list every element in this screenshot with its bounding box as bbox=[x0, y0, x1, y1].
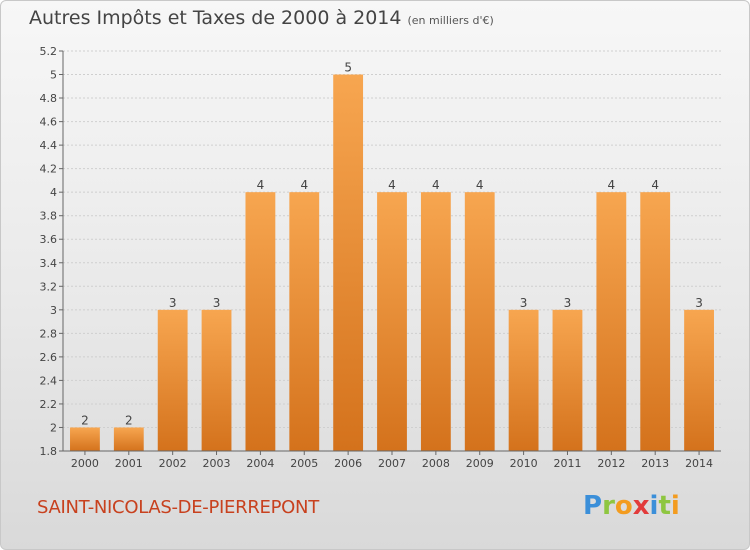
bar-2007 bbox=[377, 192, 407, 452]
proxiti-logo[interactable]: Proxiti bbox=[583, 491, 680, 521]
y-tick-label: 3.8 bbox=[40, 210, 58, 223]
x-tick-label-2008: 2008 bbox=[422, 457, 450, 470]
x-tick-label-2006: 2006 bbox=[334, 457, 362, 470]
data-label-2005: 4 bbox=[300, 178, 308, 192]
data-label-2000: 2 bbox=[81, 413, 89, 427]
y-tick-label: 3 bbox=[50, 304, 57, 317]
data-label-2011: 3 bbox=[564, 296, 572, 310]
y-tick-label: 1.8 bbox=[40, 445, 58, 458]
chart-title-text: Autres Impôts et Taxes de 2000 à 2014 bbox=[29, 7, 402, 29]
y-tick-label: 4.6 bbox=[40, 116, 58, 129]
bar-2003 bbox=[201, 309, 232, 451]
axes: 1.8 2 2.2 2.4 2.6 2.8 3 3.2 3.4 3.6 3.8 4 4.2 4.4 4.6 4… bbox=[40, 45, 721, 470]
y-tick-label: 4.2 bbox=[40, 163, 58, 176]
y-tick-label: 4.4 bbox=[40, 139, 58, 152]
x-tick-label-2002: 2002 bbox=[159, 457, 187, 470]
y-tick-label: 5.2 bbox=[40, 45, 58, 58]
data-label-2004: 4 bbox=[257, 178, 265, 192]
y-tick-label: 3.6 bbox=[40, 233, 58, 246]
data-label-2010: 3 bbox=[520, 296, 528, 310]
x-tick-label-2014: 2014 bbox=[685, 457, 713, 470]
bar-2012 bbox=[596, 192, 627, 452]
bar-2000 bbox=[70, 427, 100, 451]
y-tick-label: 5 bbox=[50, 69, 57, 82]
data-label-2012: 4 bbox=[608, 178, 616, 192]
data-label-2003: 3 bbox=[213, 296, 221, 310]
x-tick-label-2004: 2004 bbox=[246, 457, 274, 470]
chart-title: Autres Impôts et Taxes de 2000 à 2014 (en… bbox=[29, 7, 494, 29]
bar-2011 bbox=[552, 309, 583, 451]
bars: 2 2 3 3 4 4 5 4 4 4 3 3 4 4 3 bbox=[70, 61, 714, 452]
bar-2013 bbox=[640, 192, 671, 452]
bar-2009 bbox=[464, 192, 495, 452]
bar-2004 bbox=[245, 192, 276, 452]
town-name: SAINT-NICOLAS-DE-PIERREPONT bbox=[37, 497, 319, 518]
bar-2008 bbox=[420, 192, 451, 452]
x-tick-label-2010: 2010 bbox=[510, 457, 538, 470]
x-tick-label-2013: 2013 bbox=[641, 457, 669, 470]
bar-2002 bbox=[157, 309, 188, 451]
x-tick-label-2001: 2001 bbox=[115, 457, 143, 470]
y-tick-label: 2.6 bbox=[40, 351, 58, 364]
y-tick-label: 3.2 bbox=[40, 280, 58, 293]
y-tick-label: 4.8 bbox=[40, 92, 58, 105]
data-label-2008: 4 bbox=[432, 178, 440, 192]
y-tick-label: 2.4 bbox=[40, 374, 58, 387]
x-tick-label-2005: 2005 bbox=[290, 457, 318, 470]
x-tick-label-2011: 2011 bbox=[553, 457, 581, 470]
bar-2001 bbox=[113, 427, 144, 451]
bar-2010 bbox=[508, 309, 539, 451]
x-tick-label-2012: 2012 bbox=[597, 457, 625, 470]
y-tick-label: 4 bbox=[50, 186, 57, 199]
x-tick-label-2000: 2000 bbox=[71, 457, 99, 470]
data-label-2006: 5 bbox=[344, 61, 352, 75]
x-tick-label-2003: 2003 bbox=[203, 457, 231, 470]
y-tick-label: 2.8 bbox=[40, 327, 58, 340]
y-tick-label: 3.4 bbox=[40, 257, 58, 270]
data-label-2013: 4 bbox=[651, 178, 659, 192]
bar-2006 bbox=[333, 74, 364, 451]
data-label-2007: 4 bbox=[388, 178, 396, 192]
data-label-2009: 4 bbox=[476, 178, 484, 192]
bar-2014 bbox=[684, 309, 714, 451]
data-label-2001: 2 bbox=[125, 413, 133, 427]
data-label-2014: 3 bbox=[695, 296, 703, 310]
chart-subtitle: (en milliers d'€) bbox=[407, 14, 494, 27]
x-tick-label-2007: 2007 bbox=[378, 457, 406, 470]
bar-2005 bbox=[289, 192, 320, 452]
x-tick-label-2009: 2009 bbox=[466, 457, 494, 470]
y-tick-label: 2.2 bbox=[40, 398, 58, 411]
data-label-2002: 3 bbox=[169, 296, 177, 310]
y-tick-label: 2 bbox=[50, 421, 57, 434]
